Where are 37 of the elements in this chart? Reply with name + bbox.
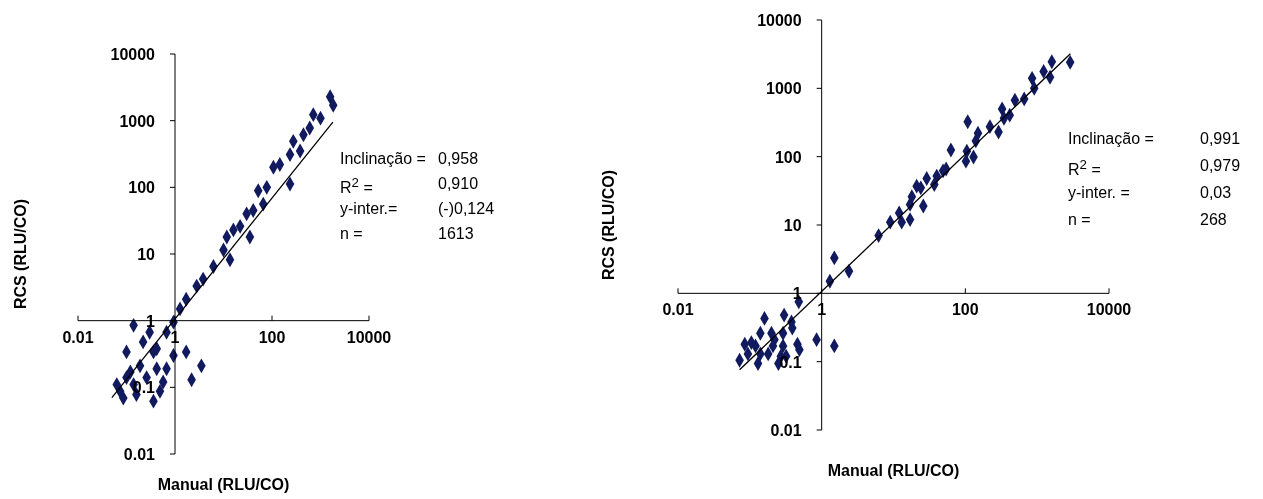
y-tick-label: 10 <box>783 217 802 234</box>
y-tick-label: 100 <box>774 148 802 166</box>
y-tick-label: 1000 <box>766 80 802 98</box>
x-axis-title: Manual (RLU/CO) <box>827 462 960 479</box>
annotation: Inclinação = <box>340 150 427 169</box>
x-tick-label: 10000 <box>1086 301 1132 319</box>
text: 0,03 <box>1200 184 1233 203</box>
y-axis-title: RCS (RLU/CO) <box>599 169 617 281</box>
text: 268 <box>1200 211 1228 230</box>
x-axis-title: Manual (RLU/CO) <box>157 476 290 493</box>
x-tick-label: 100 <box>258 328 286 346</box>
y-tick-label: 0.01 <box>770 422 802 439</box>
y-axis-title: RCS (RLU/CO) <box>11 198 29 310</box>
annotation: R$^{2}$ = <box>1068 157 1102 181</box>
text: 0,991 <box>1200 130 1241 149</box>
x-tick-label: 1 <box>170 328 180 346</box>
text: 0,979 <box>1200 157 1241 176</box>
y-tick-label: 0.01 <box>123 446 156 463</box>
x-tick-label: 10000 <box>346 328 392 346</box>
annotation: y-inter.= <box>340 200 399 219</box>
y-tick-label: 100 <box>128 179 156 197</box>
y-tick-label: 10000 <box>110 46 156 63</box>
annotation: y-inter. = <box>1068 184 1131 203</box>
x-tick-label: 0.01 <box>662 301 694 319</box>
text: 1613 <box>438 225 475 244</box>
annotation: n = <box>1068 211 1092 230</box>
x-tick-label: 0.01 <box>62 328 94 346</box>
annotation: n = <box>340 225 364 244</box>
annotation: R$^{2}$ = <box>340 175 374 199</box>
text: (-)0,124 <box>438 200 495 219</box>
text: 0,958 <box>438 150 480 169</box>
y-tick-label: 10 <box>137 246 156 263</box>
y-tick-label: 1000 <box>119 112 156 130</box>
y-tick-label: 10000 <box>757 12 802 29</box>
text: 0,910 <box>438 175 480 194</box>
annotation: Inclinação = <box>1068 130 1155 149</box>
x-tick-label: 100 <box>951 301 979 319</box>
